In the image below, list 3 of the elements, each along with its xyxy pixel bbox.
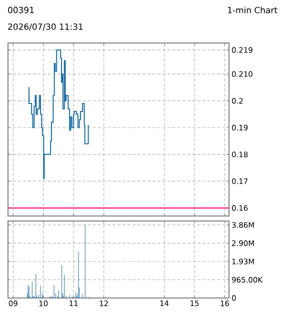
chart-title: 00391 [8, 6, 34, 14]
text: 2026/07/30 11:31 [8, 23, 83, 31]
text: 1-min Chart [228, 6, 278, 14]
